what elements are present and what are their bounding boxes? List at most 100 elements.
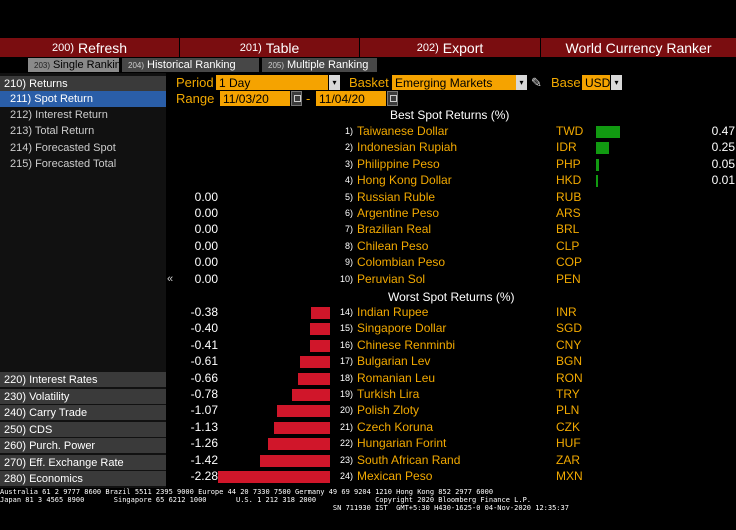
return-value: -0.61: [190, 354, 218, 369]
rank-number: 16): [339, 339, 353, 350]
table-row[interactable]: 3) Philippine Peso PHP 0.05: [176, 157, 736, 173]
export-button[interactable]: 202) Export: [360, 38, 541, 57]
currency-code: RUB: [556, 189, 582, 204]
basket-dropdown-icon[interactable]: ▾: [516, 75, 527, 90]
return-bar: [274, 421, 330, 434]
refresh-label: Refresh: [78, 39, 128, 56]
edit-basket-icon[interactable]: ✎: [531, 75, 542, 90]
currency-code: BGN: [556, 354, 583, 369]
currency-name: Taiwanese Dollar: [357, 124, 449, 138]
base-dropdown-icon[interactable]: ▾: [611, 75, 622, 90]
table-row[interactable]: 4) Hong Kong Dollar HKD 0.01: [176, 173, 736, 189]
return-bar: [596, 158, 599, 171]
return-bar: [310, 323, 330, 336]
currency-name: Argentine Peso: [357, 206, 440, 220]
table-row[interactable]: 17) Bulgarian Lev BGN -0.61: [176, 354, 736, 370]
sidebar-item-forecasted-spot[interactable]: 214) Forecasted Spot: [10, 142, 116, 154]
sidebar-item-volatility[interactable]: 230) Volatility: [0, 389, 166, 405]
table-row[interactable]: 24) Mexican Peso MXN -2.28: [176, 469, 736, 485]
sidebar-item-cds[interactable]: 250) CDS: [0, 422, 166, 438]
table-row[interactable]: 20) Polish Zloty PLN -1.07: [176, 403, 736, 419]
currency-name: Philippine Peso: [357, 156, 440, 171]
table-row[interactable]: 14) Indian Rupee INR -0.38: [176, 305, 736, 321]
currency-code: PEN: [556, 271, 581, 286]
return-value: -0.40: [190, 321, 218, 336]
rank-number: 14): [339, 307, 353, 317]
table-row[interactable]: 16) Chinese Renminbi CNY -0.41: [176, 338, 736, 354]
sidebar-header-returns[interactable]: 210) Returns: [0, 76, 166, 92]
rank-number: 6): [344, 208, 353, 218]
table-row[interactable]: 6) Argentine Peso ARS 0.00: [176, 206, 736, 222]
tab-number: 203): [34, 60, 51, 70]
return-value: -0.78: [190, 387, 218, 401]
table-row[interactable]: 9) Colombian Peso COP 0.00: [176, 255, 736, 271]
table-row[interactable]: 21) Czech Koruna CZK -1.13: [176, 420, 736, 436]
base-select[interactable]: USD: [582, 75, 610, 90]
table-row[interactable]: 19) Turkish Lira TRY -0.78: [176, 387, 736, 403]
menu-bar: 200) Refresh 201) Table 202) Export World C…: [0, 38, 736, 57]
rank-number: 3): [344, 158, 353, 169]
range-end-input[interactable]: 11/04/20: [316, 91, 386, 106]
currency-name: Hungarian Forint: [357, 436, 447, 451]
period-select[interactable]: 1 Day: [216, 75, 328, 90]
sidebar-item-interest-return[interactable]: 212) Interest Return: [10, 109, 108, 121]
collapse-sidebar-icon[interactable]: «: [167, 273, 174, 285]
table-row[interactable]: 1) Taiwanese Dollar TWD 0.47: [176, 124, 736, 140]
table-row[interactable]: 23) South African Rand ZAR -1.42: [176, 453, 736, 469]
basket-select[interactable]: Emerging Markets: [392, 75, 516, 90]
sidebar-item-forecasted-total[interactable]: 215) Forecasted Total: [10, 158, 117, 170]
return-value: -0.41: [190, 337, 218, 352]
tab-bar: 203) Single Ranking 204) Historical Rankin…: [0, 58, 736, 72]
sidebar: 210) Returns 211) Spot Return 212) Inter…: [0, 73, 166, 488]
currency-name: Bulgarian Lev: [357, 354, 431, 369]
return-value: 0.00: [194, 222, 218, 237]
sidebar-item-eff-exchange-rate[interactable]: 270) Eff. Exchange Rate: [0, 455, 166, 471]
rank-number: 23): [339, 454, 353, 465]
refresh-button[interactable]: 200) Refresh: [0, 38, 180, 57]
rank-number: 2): [344, 142, 353, 153]
base-label: Base: [551, 75, 581, 90]
range-start-calendar-icon[interactable]: [291, 91, 302, 106]
tab-historical-ranking[interactable]: 204) Historical Ranking: [122, 58, 260, 72]
rank-number: 1): [344, 126, 353, 136]
table-row[interactable]: 7) Brazilian Real BRL 0.00: [176, 222, 736, 238]
rank-number: 9): [344, 257, 353, 268]
table-row[interactable]: 18) Romanian Leu RON -0.66: [176, 371, 736, 387]
currency-code: PLN: [556, 403, 580, 418]
sidebar-item-carry-trade[interactable]: 240) Carry Trade: [0, 405, 166, 421]
return-value: -2.28: [190, 469, 218, 483]
tab-multiple-ranking[interactable]: 205) Multiple Ranking: [262, 58, 378, 72]
table-row[interactable]: 10) Peruvian Sol PEN 0.00: [176, 272, 736, 288]
table-row[interactable]: 8) Chilean Peso CLP 0.00: [176, 239, 736, 255]
rank-number: 19): [339, 389, 353, 399]
currency-code: SGD: [556, 321, 583, 336]
table-row[interactable]: 22) Hungarian Forint HUF -1.26: [176, 436, 736, 452]
currency-name: Polish Zloty: [357, 403, 420, 418]
return-value: 0.00: [194, 206, 218, 220]
table-row[interactable]: 2) Indonesian Rupiah IDR 0.25: [176, 140, 736, 156]
sidebar-item-economics[interactable]: 280) Economics: [0, 471, 166, 487]
footer: Australia 61 2 9777 8600 Brazil 5511 239…: [0, 488, 736, 512]
return-bar: [291, 389, 330, 401]
sidebar-item-spot-return[interactable]: 211) Spot Return: [0, 91, 166, 107]
tab-single-ranking[interactable]: 203) Single Ranking: [28, 58, 127, 72]
currency-name: Mexican Peso: [357, 469, 433, 483]
range-end-calendar-icon[interactable]: [387, 91, 398, 106]
range-dash: -: [306, 91, 311, 106]
currency-name: Peruvian Sol: [357, 271, 426, 286]
currency-code: INR: [556, 305, 577, 319]
sidebar-item-purch-power[interactable]: 260) Purch. Power: [0, 438, 166, 454]
sidebar-item-interest-rates[interactable]: 220) Interest Rates: [0, 372, 166, 388]
period-label: Period: [176, 75, 214, 90]
currency-name: South African Rand: [357, 452, 461, 467]
export-label: Export: [442, 39, 484, 56]
tab-number: 204): [128, 60, 145, 70]
currency-code: HKD: [556, 173, 582, 188]
rank-number: 7): [344, 224, 353, 235]
table-button[interactable]: 201) Table: [180, 38, 360, 57]
sidebar-item-total-return[interactable]: 213) Total Return: [10, 125, 95, 137]
range-start-input[interactable]: 11/03/20: [220, 91, 290, 106]
table-row[interactable]: 5) Russian Ruble RUB 0.00: [176, 190, 736, 206]
table-row[interactable]: 15) Singapore Dollar SGD -0.40: [176, 321, 736, 337]
period-dropdown-icon[interactable]: ▾: [329, 75, 340, 90]
